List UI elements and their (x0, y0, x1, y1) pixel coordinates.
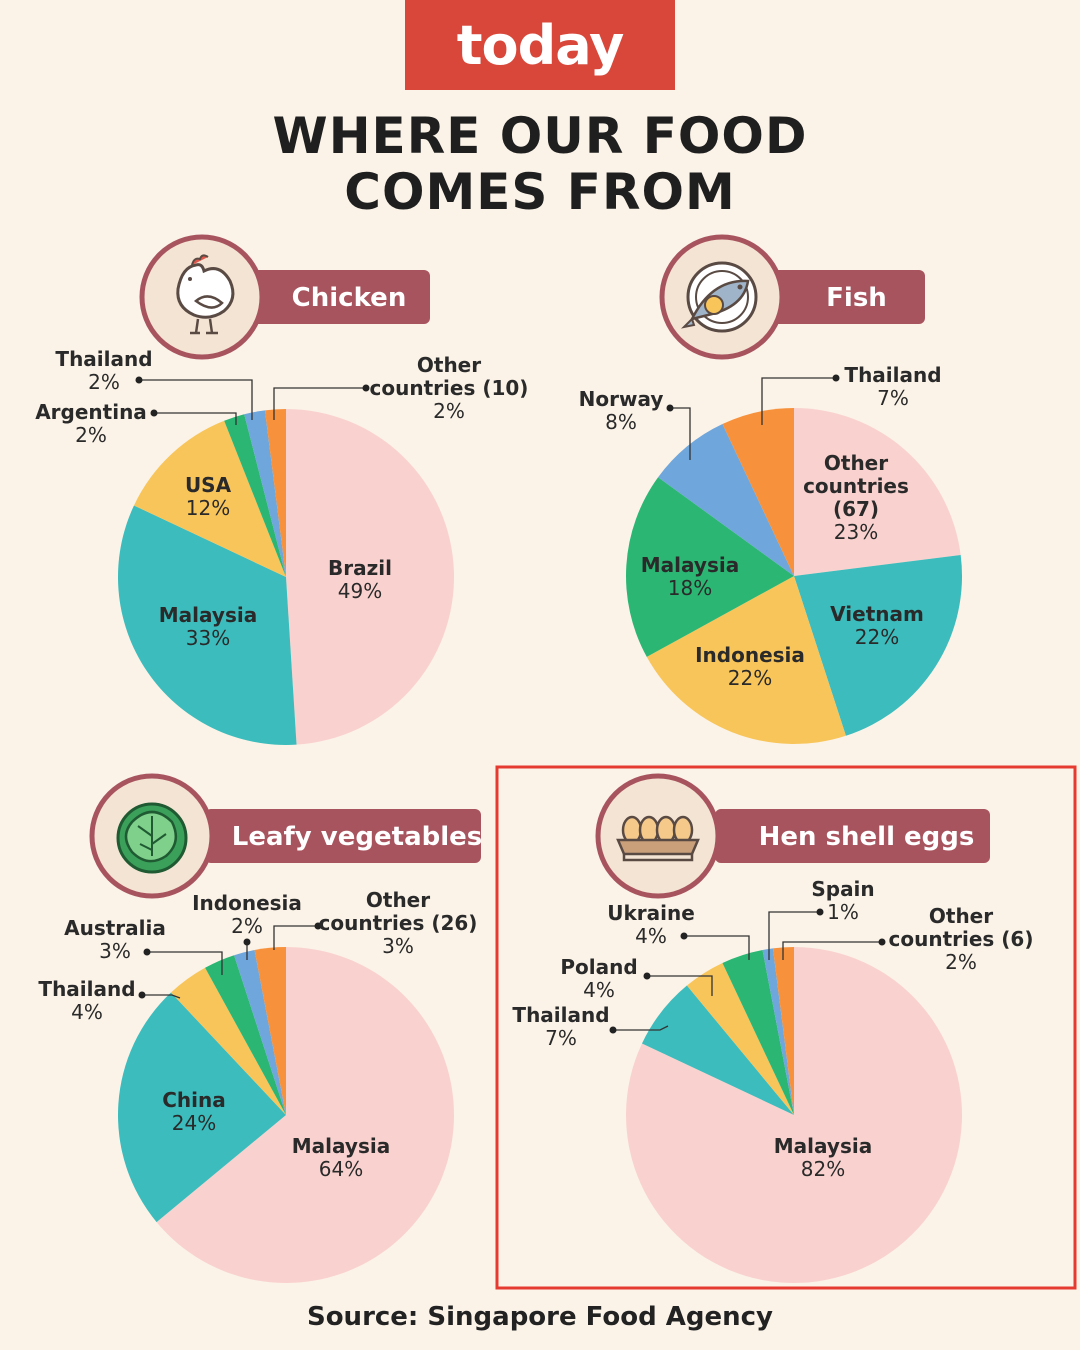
fish-plate-icon (659, 234, 785, 360)
pie-slice (244, 410, 286, 577)
cabbage-icon (89, 773, 215, 899)
pie-slice (626, 947, 963, 1283)
pie-slice (772, 947, 794, 1115)
pie-slice (794, 408, 961, 576)
leader-dot (243, 938, 251, 946)
pie-slice (224, 414, 286, 577)
leader-dot (878, 938, 886, 946)
slice-label: Malaysia 33% (159, 603, 257, 650)
leader-dot (150, 409, 158, 417)
pie-chart-1: Chicken Brazil 49% Malaysia 33% USA 12% Argenti… (35, 234, 529, 746)
pie-chart-4: Hen shell eggs Malaysia 82% Thailand 7%Polan… (512, 773, 1034, 1283)
title-line-2: COMES FROM (344, 163, 736, 221)
slice-label: Ukraine 4% (607, 901, 695, 948)
pie-slice (118, 505, 297, 746)
pie-chart-3: Leafy vegetables Malaysia 64% China 24% Thail… (38, 773, 483, 1283)
slice-label: Indonesia 22% (695, 643, 805, 690)
slice-label: Thailand 2% (55, 347, 152, 394)
slice-label: Vietnam 22% (830, 602, 924, 649)
pie-slice (264, 409, 286, 577)
leader-dot (135, 376, 143, 384)
egg-tray-icon (595, 773, 721, 899)
chart-banner (240, 270, 430, 324)
pie-slice (686, 962, 794, 1115)
chart-title: Leafy vegetables (232, 822, 483, 852)
slice-label: Other countries (6) 2% (889, 904, 1034, 974)
leader-line (142, 994, 181, 999)
chart-title: Fish (826, 283, 887, 313)
leader-dot (816, 908, 824, 916)
leader-line (684, 935, 750, 960)
chart-banner (715, 809, 990, 863)
leader-dot (643, 972, 651, 980)
leader-dot (314, 922, 322, 930)
slice-label: Spain 1% (811, 877, 874, 924)
leader-dot (362, 384, 370, 392)
slice-label: Other countries (67) 23% (803, 451, 909, 544)
pie-slice (658, 423, 794, 576)
title-line-1: WHERE OUR FOOD (272, 107, 808, 165)
slice-label: Poland 4% (560, 955, 637, 1002)
pie-slice (286, 409, 455, 745)
leader-line (647, 975, 713, 996)
slice-label: Australia 3% (64, 916, 166, 963)
pie-slice (722, 408, 794, 576)
pie-slice (641, 985, 794, 1115)
leader-line (154, 412, 237, 425)
leader-dot (680, 932, 688, 940)
pie-slice (254, 947, 286, 1115)
chart-title: Chicken (292, 283, 407, 313)
page-title: WHERE OUR FOOD COMES FROM (0, 108, 1080, 220)
leader-line (139, 379, 253, 420)
slice-label: Malaysia 18% (641, 553, 739, 600)
pie-slice (722, 949, 794, 1115)
leader-line (273, 925, 318, 950)
leader-line (768, 911, 820, 960)
slice-label: Thailand 7% (512, 1003, 609, 1050)
leader-dot (666, 404, 674, 412)
slice-label: Malaysia 82% (774, 1134, 872, 1181)
slice-label: Other countries (26) 3% (319, 888, 478, 958)
slice-label: Other countries (10) 2% (370, 353, 529, 423)
leader-dot (609, 1026, 617, 1034)
pie-slice (646, 576, 846, 745)
pie-slice (171, 967, 286, 1115)
leader-line (273, 387, 366, 420)
pie-slice (117, 992, 287, 1223)
leader-line (782, 941, 882, 960)
slice-label: Brazil 49% (328, 556, 392, 603)
chart-title: Hen shell eggs (759, 822, 975, 852)
slice-label: Thailand 7% (844, 363, 941, 410)
slice-label: China 24% (162, 1088, 226, 1135)
chart-banner (205, 809, 481, 863)
chicken-icon (139, 234, 265, 360)
slice-label: Indonesia 2% (192, 891, 302, 938)
slice-label: Thailand 4% (38, 977, 135, 1024)
leader-dot (138, 991, 146, 999)
pie-slice (794, 554, 963, 736)
highlight-box (495, 765, 1077, 1290)
pie-chart-2: Fish Other countries (67) 23% Vietnam 22% Indon… (579, 234, 963, 745)
leader-line (670, 407, 691, 460)
leader-line (147, 951, 223, 975)
leader-line (613, 1025, 669, 1031)
pie-slice (626, 477, 794, 657)
slice-label: USA 12% (185, 473, 232, 520)
slice-label: Norway 8% (579, 387, 664, 434)
pie-slice (156, 947, 454, 1283)
slice-label: Malaysia 64% (292, 1134, 390, 1181)
today-logo: today (405, 0, 675, 90)
chart-banner (760, 270, 925, 324)
leader-line (761, 377, 836, 425)
leader-dot (143, 948, 151, 956)
pie-slice (762, 948, 794, 1115)
pie-slice (133, 420, 286, 577)
pie-slice (205, 955, 286, 1115)
source-note: Source: Singapore Food Agency (306, 1302, 774, 1332)
leader-dot (832, 374, 840, 382)
pie-slice (234, 949, 286, 1115)
slice-label: Argentina 2% (35, 400, 147, 447)
